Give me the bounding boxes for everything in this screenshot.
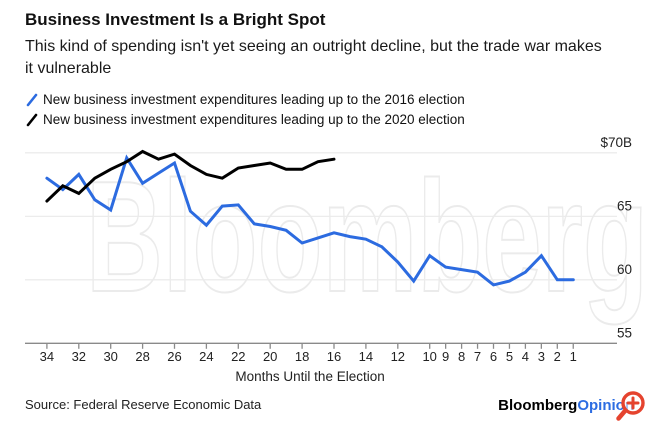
y-tick-label: 55 <box>617 325 632 340</box>
y-tick-label: 60 <box>617 262 632 277</box>
legend-slash-icon-2016 <box>26 93 38 107</box>
series-line-2016 <box>45 154 575 287</box>
brand-bloomberg: Bloomberg <box>498 397 578 414</box>
x-tick-label: 2 <box>554 349 561 364</box>
legend-item-2020: New business investment expenditures lea… <box>25 110 465 130</box>
x-tick-label: 30 <box>103 349 117 364</box>
x-tick-label: 16 <box>327 349 341 364</box>
y-tick-label: 65 <box>617 198 632 213</box>
page-title: Business Investment Is a Bright Spot <box>25 10 326 29</box>
x-tick-label: 22 <box>231 349 245 364</box>
x-axis-title: Months Until the Election <box>235 369 384 384</box>
x-tick-label: 24 <box>199 349 213 364</box>
series-line-2020 <box>45 149 336 203</box>
x-tick-label: 12 <box>391 349 405 364</box>
x-tick-label: 14 <box>359 349 373 364</box>
chart-legend: New business investment expenditures lea… <box>25 90 465 130</box>
x-tick-label: 18 <box>295 349 309 364</box>
x-tick-label: 26 <box>167 349 181 364</box>
chart-subtitle: This kind of spending isn't yet seeing a… <box>25 38 602 77</box>
x-tick-label: 5 <box>506 349 513 364</box>
x-tick-label: 6 <box>490 349 497 364</box>
bloomberg-opinion-logo: BloombergOpinion <box>498 397 634 414</box>
x-tick-label: 3 <box>538 349 545 364</box>
x-tick-label: 32 <box>72 349 86 364</box>
brand-opinion: Opinion <box>577 397 634 414</box>
source-credit: Source: Federal Reserve Economic Data <box>25 397 262 412</box>
x-tick-label: 7 <box>474 349 481 364</box>
x-tick-label: 28 <box>135 349 149 364</box>
x-tick-label: 34 <box>40 349 54 364</box>
x-tick-label: 1 <box>570 349 577 364</box>
legend-label-2020: New business investment expenditures lea… <box>43 112 465 127</box>
bloomberg-watermark: Bloomberg <box>86 149 648 325</box>
x-tick-label: 4 <box>522 349 529 364</box>
legend-slash-icon-2020 <box>26 113 38 127</box>
legend-label-2016: New business investment expenditures lea… <box>43 92 465 107</box>
legend-item-2016: New business investment expenditures lea… <box>25 90 465 110</box>
x-tick-label: 8 <box>458 349 465 364</box>
y-tick-label: $70B <box>600 135 632 150</box>
x-tick-label: 20 <box>263 349 277 364</box>
magnifier-zoom-icon <box>616 391 645 421</box>
x-tick-label: 9 <box>442 349 449 364</box>
x-tick-label: 10 <box>422 349 436 364</box>
